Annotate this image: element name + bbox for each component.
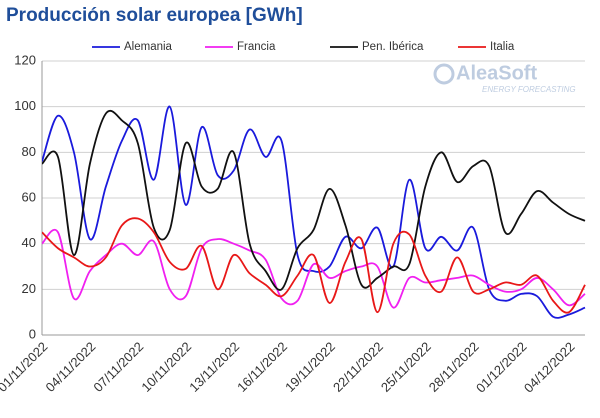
y-tick-label: 20 <box>22 281 36 296</box>
x-tick-label: 13/11/2022 <box>186 339 242 395</box>
x-tick-label: 01/12/2022 <box>473 339 530 396</box>
legend-label: Francia <box>237 41 276 53</box>
x-tick-label: 16/11/2022 <box>234 339 290 395</box>
legend: Alemania Francia Pen. Ibérica Italia <box>92 41 515 53</box>
x-tick-label: 04/11/2022 <box>43 339 99 395</box>
series-line <box>42 105 586 319</box>
x-tick-label: 10/11/2022 <box>138 339 194 395</box>
x-tick-label: 19/11/2022 <box>282 339 338 395</box>
y-tick-label: 100 <box>14 98 36 113</box>
legend-label: Alemania <box>124 41 173 53</box>
chart-title: Producción solar europea [GWh] <box>6 5 303 26</box>
x-tick-label: 01/11/2022 <box>0 339 51 395</box>
y-tick-label: 80 <box>22 144 36 159</box>
x-tick-label: 22/11/2022 <box>330 339 386 395</box>
y-tick-label: 0 <box>29 326 36 341</box>
y-tick-label: 60 <box>22 189 36 204</box>
y-tick-label: 120 <box>14 52 36 67</box>
x-tick-label: 04/12/2022 <box>521 339 578 396</box>
watermark-name: AleaSoft <box>456 62 537 84</box>
legend-label: Pen. Ibérica <box>362 41 424 53</box>
watermark: AleaSoft ENERGY FORECASTING <box>433 62 576 94</box>
series-line <box>42 229 586 309</box>
legend-label: Italia <box>490 41 515 53</box>
series-line <box>42 217 586 314</box>
x-tick-label: 07/11/2022 <box>90 339 146 395</box>
x-tick-label: 25/11/2022 <box>378 339 434 395</box>
watermark-tagline: ENERGY FORECASTING <box>482 85 576 94</box>
series-line <box>42 109 586 291</box>
y-tick-label: 40 <box>22 235 36 250</box>
watermark-logo <box>433 63 455 85</box>
